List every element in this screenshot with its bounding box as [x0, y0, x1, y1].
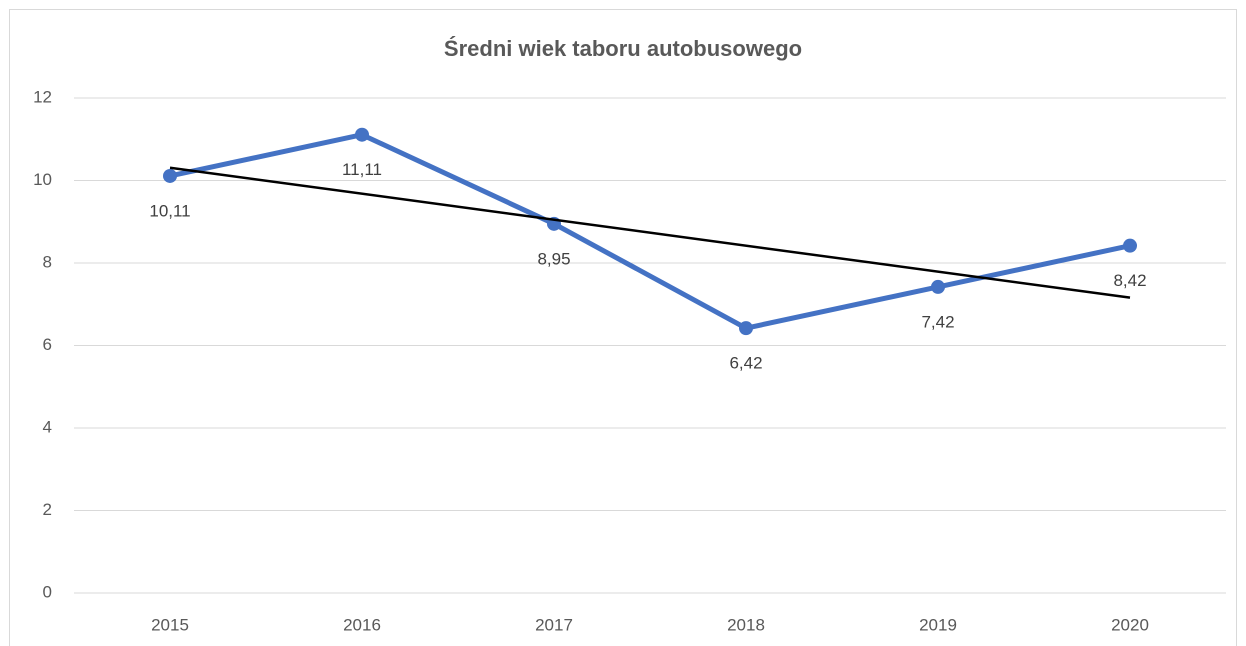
point — [931, 279, 945, 294]
trendline — [169, 166, 1131, 299]
data-label: 11,11 — [342, 160, 382, 179]
point — [1123, 238, 1137, 253]
x-tick-label: 2017 — [535, 615, 573, 634]
point — [163, 168, 177, 183]
x-tick-label: 2018 — [727, 615, 765, 634]
point — [355, 127, 369, 142]
chart-title: Średni wiek taboru autobusowego — [444, 36, 802, 61]
chart-frame — [9, 9, 1237, 646]
y-tick-label: 10 — [33, 170, 52, 189]
x-tick-label: 2020 — [1111, 615, 1149, 634]
data-label: 10,11 — [149, 201, 190, 220]
y-tick-label: 12 — [33, 87, 52, 106]
y-tick-label: 6 — [43, 335, 52, 354]
y-tick-label: 8 — [43, 252, 52, 271]
data-label: 8,95 — [537, 249, 570, 268]
x-tick-label: 2016 — [343, 615, 381, 634]
y-tick-label: 4 — [43, 417, 52, 436]
series-line — [169, 132, 1131, 331]
data-label: 7,42 — [921, 312, 954, 331]
x-tick-label: 2015 — [151, 615, 189, 634]
point — [739, 321, 753, 336]
data-label: 6,42 — [729, 354, 762, 373]
data-label: 8,42 — [1113, 271, 1146, 290]
y-tick-label: 2 — [43, 500, 52, 519]
y-tick-label: 0 — [43, 582, 52, 601]
x-tick-label: 2019 — [919, 615, 957, 634]
